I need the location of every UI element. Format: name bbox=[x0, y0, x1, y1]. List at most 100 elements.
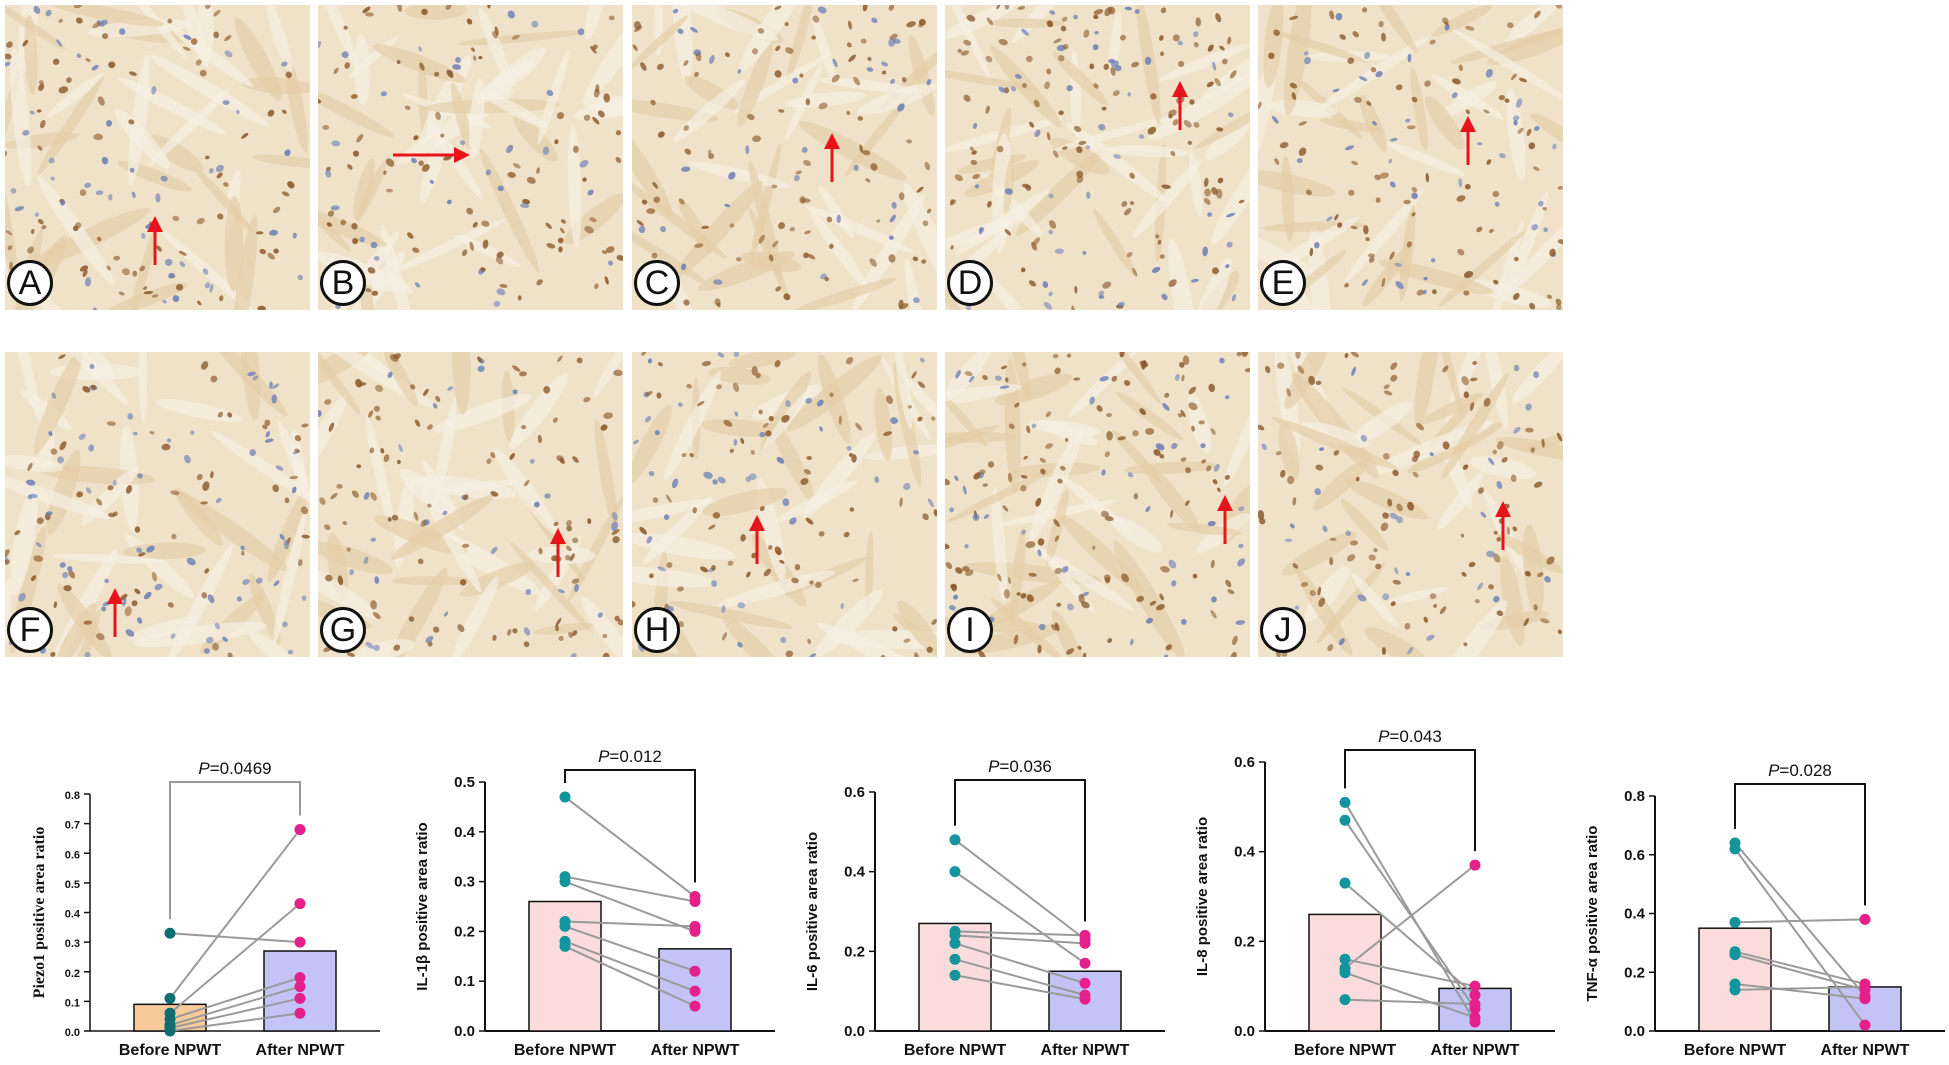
y-axis-label: Piezo1 positive area ratio bbox=[31, 827, 48, 999]
point-after-npwt bbox=[1859, 913, 1871, 925]
paired-line bbox=[1344, 882, 1476, 996]
point-before-npwt bbox=[164, 927, 176, 939]
paired-line bbox=[169, 985, 301, 1027]
point-after-npwt bbox=[689, 965, 701, 977]
significance-bracket bbox=[954, 779, 1086, 922]
tissue-image bbox=[945, 5, 1250, 310]
point-after-npwt bbox=[689, 985, 701, 997]
y-axis-label: TNF-α positive area ratio bbox=[1584, 826, 1601, 1002]
point-before-npwt bbox=[559, 940, 571, 952]
tissue-image bbox=[632, 352, 937, 657]
panel-label: J bbox=[1260, 607, 1306, 653]
point-after-npwt bbox=[1469, 980, 1481, 992]
panel-label: I bbox=[947, 607, 993, 653]
p-value-label: P=0.043 bbox=[1378, 727, 1442, 746]
x-label-before-npwt: Before NPWT bbox=[904, 1042, 1006, 1059]
paired-line bbox=[1734, 950, 1866, 985]
y-tick-label: 0.0 bbox=[1624, 1023, 1645, 1040]
point-after-npwt bbox=[1469, 989, 1481, 1001]
y-tick-label: 0.2 bbox=[65, 968, 80, 980]
paired-line bbox=[954, 930, 1086, 937]
point-before-npwt bbox=[1339, 796, 1351, 808]
paired-line bbox=[1344, 864, 1476, 970]
x-label-after-npwt: After NPWT bbox=[1041, 1042, 1130, 1059]
point-before-npwt bbox=[164, 1025, 176, 1037]
y-tick-label: 0.0 bbox=[65, 1027, 80, 1039]
paired-line bbox=[169, 1012, 301, 1032]
x-label-after-npwt: After NPWT bbox=[256, 1042, 345, 1059]
red-arrow-icon bbox=[147, 216, 163, 265]
point-after-npwt bbox=[1859, 981, 1871, 993]
panel-label: C bbox=[634, 260, 680, 306]
paired-line bbox=[169, 997, 301, 1030]
paired-line bbox=[1734, 918, 1866, 924]
red-arrow-icon bbox=[824, 133, 840, 182]
paired-line bbox=[564, 796, 696, 898]
x-label-before-npwt: Before NPWT bbox=[1294, 1042, 1396, 1059]
paired-line bbox=[1734, 842, 1866, 997]
point-before-npwt bbox=[164, 992, 176, 1004]
y-tick-label: 0.4 bbox=[454, 824, 476, 841]
y-axis-label: IL-6 positive area ratio bbox=[804, 832, 821, 991]
tissue-image bbox=[318, 5, 623, 310]
paired-line bbox=[564, 880, 696, 933]
y-tick-label: 0.3 bbox=[454, 874, 475, 891]
x-label-after-npwt: After NPWT bbox=[651, 1042, 740, 1059]
paired-line bbox=[564, 920, 696, 928]
bar-chart-1: Piezo1 positive area ratio 0.0 0.1 0.2 0.3 0.… bbox=[0, 700, 380, 1065]
ihc-panel-c: C bbox=[632, 5, 937, 310]
paired-line bbox=[954, 870, 1086, 965]
red-arrow-icon bbox=[1217, 495, 1233, 544]
panel-label: G bbox=[320, 607, 366, 653]
tissue-image bbox=[318, 352, 623, 657]
point-after-npwt bbox=[294, 1007, 306, 1019]
point-after-npwt bbox=[1469, 998, 1481, 1010]
point-after-npwt bbox=[1469, 1012, 1481, 1024]
paired-line bbox=[169, 932, 301, 944]
y-axis-label: IL-8 positive area ratio bbox=[1194, 817, 1211, 976]
paired-line bbox=[1734, 983, 1866, 1000]
point-before-npwt bbox=[559, 791, 571, 803]
ihc-panel-a: A bbox=[5, 5, 310, 310]
ihc-panel-g: G bbox=[318, 352, 623, 657]
point-before-npwt bbox=[1339, 967, 1351, 979]
point-after-npwt bbox=[294, 898, 306, 910]
y-tick-label: 0.6 bbox=[1234, 754, 1255, 771]
y-tick-label: 0.0 bbox=[1234, 1023, 1255, 1040]
x-label-before-npwt: Before NPWT bbox=[119, 1042, 221, 1059]
p-value-label: P=0.0469 bbox=[198, 759, 271, 778]
x-label-before-npwt: Before NPWT bbox=[514, 1042, 616, 1059]
p-value-label: P=0.028 bbox=[1768, 761, 1832, 780]
y-tick-label: 0.8 bbox=[1624, 788, 1645, 805]
paired-line bbox=[564, 875, 696, 903]
y-tick-label: 0.6 bbox=[844, 784, 865, 801]
paired-line bbox=[169, 976, 301, 1021]
bar-chart-2: IL-1β positive area ratio 0.0 0.1 0.2 0.3 0.4… bbox=[390, 700, 775, 1065]
y-tick-label: 0.3 bbox=[65, 938, 80, 950]
y-tick-label: 0.4 bbox=[844, 864, 866, 881]
panel-label: E bbox=[1260, 260, 1306, 306]
y-tick-label: 0.8 bbox=[65, 790, 80, 802]
y-tick-label: 0.0 bbox=[454, 1023, 475, 1040]
y-tick-label: 0.0 bbox=[844, 1023, 865, 1040]
ihc-panel-h: H bbox=[632, 352, 937, 657]
ihc-panel-d: D bbox=[945, 5, 1250, 310]
point-after-npwt bbox=[1079, 937, 1091, 949]
red-arrow-icon bbox=[393, 147, 470, 163]
point-after-npwt bbox=[689, 896, 701, 908]
point-after-npwt bbox=[294, 992, 306, 1004]
y-tick-label: 0.4 bbox=[1234, 844, 1256, 861]
point-after-npwt bbox=[294, 981, 306, 993]
panel-label: D bbox=[947, 260, 993, 306]
paired-line bbox=[1344, 998, 1476, 1006]
point-before-npwt bbox=[1339, 814, 1351, 826]
red-arrow-icon bbox=[749, 515, 765, 564]
point-before-npwt bbox=[1339, 994, 1351, 1006]
point-after-npwt bbox=[1079, 929, 1091, 941]
significance-bracket bbox=[169, 781, 301, 920]
y-tick-label: 0.2 bbox=[454, 923, 475, 940]
paired-line bbox=[954, 839, 1086, 941]
point-after-npwt bbox=[1859, 1019, 1871, 1031]
paired-line bbox=[564, 945, 696, 1008]
point-before-npwt bbox=[949, 866, 961, 878]
